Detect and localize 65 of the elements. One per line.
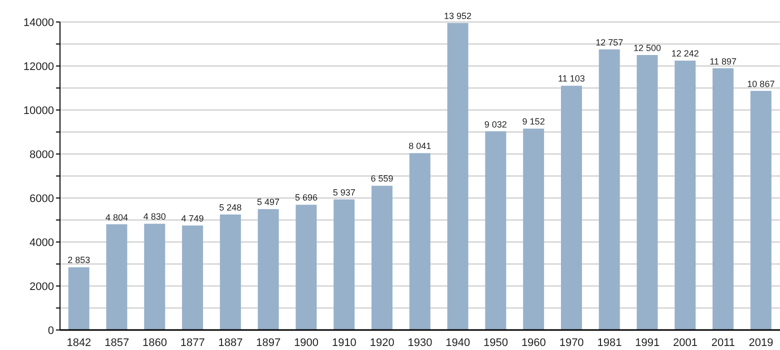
bar	[68, 267, 90, 330]
bar	[674, 60, 696, 330]
data-label: 12 242	[671, 48, 699, 59]
data-label: 6 559	[370, 174, 394, 184]
x-tick-label: 1877	[180, 336, 205, 349]
bar	[182, 226, 204, 330]
x-tick-label: 1930	[408, 336, 432, 349]
data-label: 2 853	[68, 255, 90, 266]
x-tick-label: 1860	[142, 336, 167, 349]
x-tick-label: 1897	[256, 336, 281, 349]
x-tick-label: 1950	[484, 336, 508, 349]
x-tick-label: 2011	[711, 336, 735, 349]
bar	[258, 209, 279, 330]
data-label: 8 041	[408, 141, 432, 152]
bar	[106, 224, 128, 330]
x-tick-label: 1970	[559, 336, 584, 349]
bar	[523, 128, 544, 330]
data-label: 13 952	[444, 11, 472, 22]
bar	[750, 90, 772, 330]
y-tick-label: 14000	[23, 16, 54, 29]
y-tick-label: 0	[48, 324, 54, 337]
data-label: 9 152	[522, 116, 545, 127]
data-label: 5 497	[257, 197, 280, 208]
data-label: 4 804	[105, 212, 128, 222]
data-label: 4 749	[181, 214, 204, 224]
x-tick-label: 1887	[218, 336, 243, 349]
y-tick-label: 8000	[30, 148, 54, 161]
data-label: 5 696	[294, 192, 318, 203]
data-label: 12 500	[633, 43, 662, 53]
x-tick-label: 1900	[294, 336, 319, 349]
bar	[712, 68, 734, 330]
y-tick-label: 12000	[23, 60, 54, 73]
data-label: 10 867	[747, 78, 775, 89]
bar	[371, 186, 392, 330]
data-label: 4 830	[143, 212, 166, 222]
bar	[409, 153, 430, 330]
x-tick-label: 1910	[332, 336, 356, 349]
x-tick-label: 1920	[370, 336, 394, 349]
data-label: 9 032	[484, 119, 507, 130]
y-tick-label: 4000	[30, 236, 54, 249]
x-tick-label: 1991	[635, 336, 660, 349]
x-tick-label: 1857	[104, 336, 130, 349]
data-label: 5 937	[332, 187, 356, 198]
bar	[636, 55, 658, 330]
y-tick-label: 2000	[30, 280, 54, 293]
data-label: 11 103	[558, 74, 585, 84]
x-tick-label: 1981	[597, 336, 622, 349]
bar	[220, 214, 241, 330]
x-tick-label: 2019	[748, 336, 774, 349]
data-label: 11 897	[710, 56, 736, 66]
bar	[144, 224, 166, 330]
data-label: 12 757	[596, 37, 624, 48]
x-tick-label: 1940	[446, 336, 470, 349]
bar	[296, 204, 317, 330]
bar	[334, 199, 355, 330]
y-tick-label: 6000	[30, 192, 54, 205]
x-tick-label: 1842	[66, 336, 92, 349]
bar	[598, 49, 620, 330]
y-tick-label: 10000	[23, 104, 54, 117]
bar	[447, 23, 468, 330]
x-tick-label: 2001	[673, 336, 698, 349]
bar	[485, 131, 506, 330]
bar	[560, 86, 582, 330]
x-tick-label: 1960	[521, 336, 546, 349]
data-label: 5 248	[219, 202, 242, 213]
